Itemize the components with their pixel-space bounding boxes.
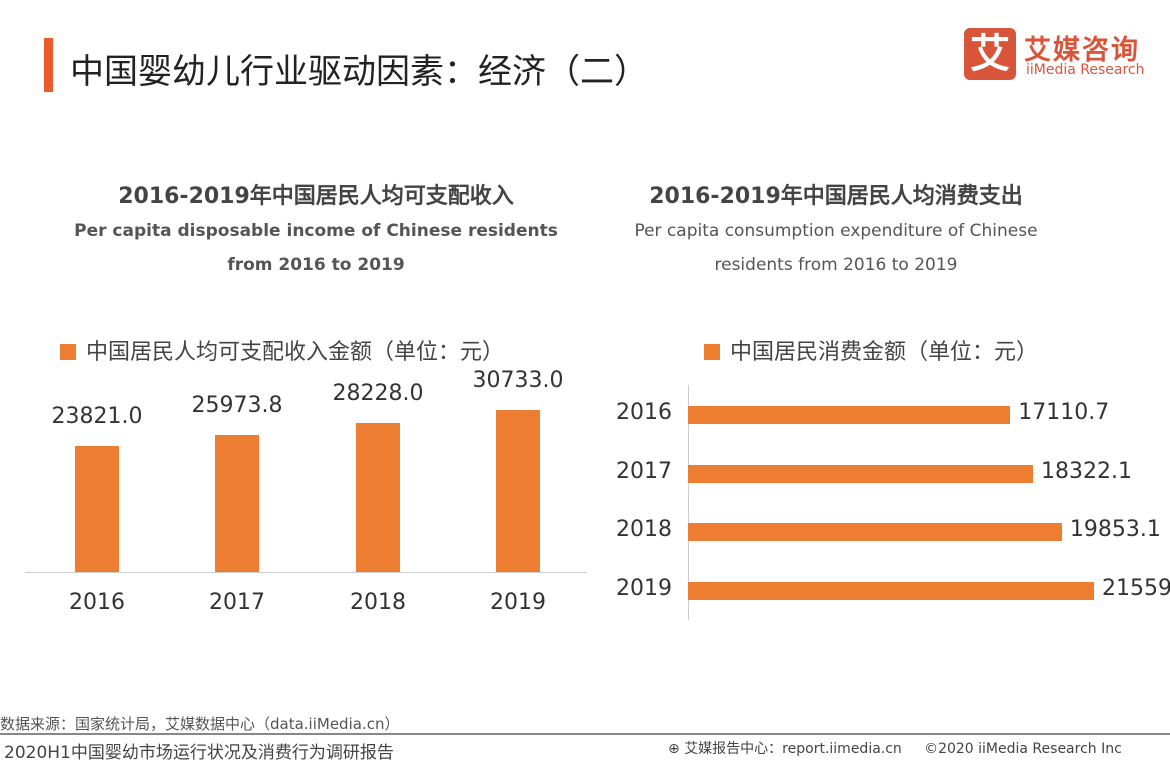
- data-label: 23821.0: [51, 404, 143, 430]
- y-tick-label: 2016: [616, 400, 672, 425]
- footer-right: ⊕ 艾媒报告中心：report.iimedia.cn ©2020 iiMedia…: [668, 738, 1122, 758]
- logo-en: iiMedia Research: [1026, 62, 1145, 78]
- y-axis: [688, 385, 689, 620]
- bar: [356, 423, 400, 572]
- chart2-title: 2016-2019年中国居民人均消费支出: [649, 184, 1023, 209]
- footer-divider: [0, 733, 1170, 735]
- x-tick-label: 2017: [209, 590, 265, 615]
- chart2-legend: 中国居民消费金额（单位：元）: [704, 334, 1038, 366]
- data-label: 28228.0: [332, 381, 424, 407]
- bar: [75, 446, 119, 572]
- bar: [496, 410, 540, 572]
- bar: [215, 435, 259, 572]
- globe-icon: ⊕: [668, 741, 685, 757]
- bar: [688, 406, 1011, 424]
- bar: [688, 523, 1062, 541]
- chart1-title: 2016-2019年中国居民人均可支配收入: [118, 184, 514, 209]
- footer-center[interactable]: 艾媒报告中心：report.iimedia.cn: [684, 741, 902, 757]
- data-label: 18322.1: [1041, 459, 1133, 484]
- y-tick-label: 2017: [616, 459, 672, 484]
- data-label: 19853.1: [1069, 517, 1161, 542]
- x-axis: [25, 572, 587, 573]
- chart1-subtitle-1: Per capita disposable income of Chinese …: [74, 221, 558, 241]
- legend-swatch: [60, 344, 76, 360]
- data-label: 25973.8: [191, 393, 283, 419]
- legend-label: 中国居民消费金额（单位：元）: [730, 340, 1039, 365]
- x-tick-label: 2016: [69, 590, 125, 615]
- data-label: 21559.0: [1102, 576, 1170, 601]
- legend-swatch: [704, 344, 720, 360]
- logo-cn: 艾媒咨询: [1024, 35, 1140, 66]
- chart2-subtitle-1: Per capita consumption expenditure of Ch…: [634, 221, 1038, 241]
- legend-label: 中国居民人均可支配收入金额（单位：元）: [86, 340, 505, 365]
- x-tick-label: 2018: [350, 590, 406, 615]
- bar: [688, 465, 1034, 483]
- x-tick-label: 2019: [490, 590, 546, 615]
- chart2-subtitle-2: residents from 2016 to 2019: [714, 255, 958, 275]
- footer-source: 数据来源：国家统计局，艾媒数据中心（data.iiMedia.cn）: [0, 715, 400, 733]
- data-label: 17110.7: [1018, 400, 1110, 425]
- chart1-subtitle-2: from 2016 to 2019: [227, 255, 405, 275]
- chart1-legend: 中国居民人均可支配收入金额（单位：元）: [60, 334, 504, 366]
- page-title: 中国婴幼儿行业驱动因素：经济（二）: [70, 52, 648, 92]
- title-accent-bar: [44, 38, 53, 92]
- logo-icon: 艾: [964, 28, 1016, 80]
- footer-report: 2020H1中国婴幼市场运行状况及消费行为调研报告: [4, 743, 394, 763]
- y-tick-label: 2019: [616, 576, 672, 601]
- y-tick-label: 2018: [616, 517, 672, 542]
- data-label: 30733.0: [472, 368, 564, 393]
- bar: [688, 582, 1094, 600]
- footer-copyright: ©2020 iiMedia Research Inc: [924, 741, 1122, 757]
